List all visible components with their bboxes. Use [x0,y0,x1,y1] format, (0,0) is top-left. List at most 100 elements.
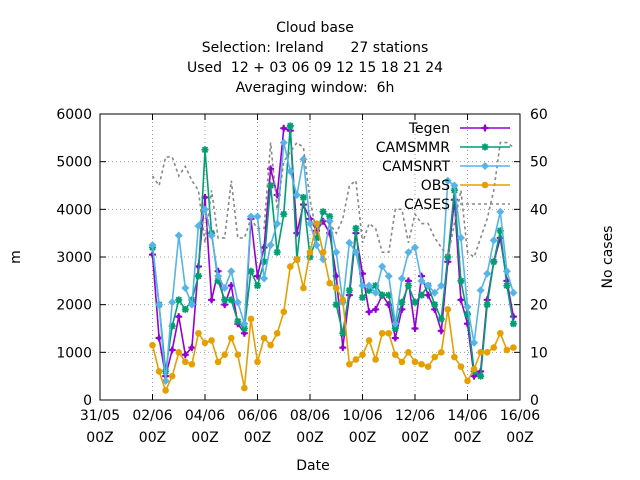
point-obs [254,358,261,366]
point-camsnrt [351,248,360,257]
point-camsmmr [391,325,399,332]
point-camsmmr [214,277,222,285]
point-camsnrt [260,274,269,283]
point-camsmmr [437,315,445,323]
point-obs [431,353,438,361]
x-tick-label-hour: 00Z [191,430,218,446]
point-camsnrt [220,283,229,292]
point-camsmmr [352,224,360,232]
x-tick-label-date: 08/06 [290,408,330,424]
point-camsnrt [424,281,433,290]
point-camsnrt [207,231,216,240]
point-obs [464,377,471,385]
legend: Tegen CAMSMMR CAMSNRT OBS CASES [376,121,510,213]
point-obs [155,368,163,375]
series-line-camsmmr [151,125,515,378]
point-camsnrt [489,236,498,245]
point-obs [195,329,202,337]
point-obs [444,306,452,313]
point-obs [411,358,419,366]
point-camsnrt [371,288,380,297]
x-tick-label-date: 06/06 [237,408,277,424]
point-camsnrt [456,233,465,242]
point-obs [300,284,307,292]
point-camsnrt [378,262,387,271]
point-camsmmr [227,296,235,304]
point-obs [287,263,294,270]
point-camsnrt [437,281,446,290]
point-camsnrt [470,338,479,347]
point-camsmmr [326,212,334,220]
point-camsmmr [483,301,491,309]
y-tick-label: 1000 [56,345,92,361]
point-camsmmr [477,372,485,380]
point-camsnrt [201,205,209,214]
x-tick-label-hour: 00Z [244,430,271,446]
point-camsnrt [443,176,452,185]
y2-tick-label: 50 [530,155,548,171]
point-camsnrt [384,272,393,281]
point-obs [385,329,393,337]
point-obs [221,351,228,359]
point-obs [346,360,353,368]
y2-tick-label: 10 [530,345,548,361]
point-camsmmr [418,291,426,299]
point-obs [510,344,517,351]
point-camsmmr [306,253,314,261]
point-camsmmr [286,122,294,130]
point-obs [208,337,215,344]
x-tick-label-date: 31/05 [80,408,120,424]
point-camsmmr [490,258,498,266]
point-obs [267,341,274,349]
point-camsnrt [463,303,472,312]
point-obs [503,346,511,354]
point-camsnrt [273,219,282,228]
y-axis-label: m [8,250,24,264]
point-camsnrt [358,281,367,290]
point-camsmmr [509,320,517,328]
point-camsnrt [312,241,321,250]
x-tick-label-hour: 00Z [296,430,323,446]
series-cases [151,141,514,260]
point-camsnrt [483,269,492,278]
point-camsmmr [398,298,406,306]
point-camsmmr [431,301,439,309]
point-camsnrt [227,267,236,276]
point-obs [418,360,425,368]
point-camsmmr [365,286,373,294]
point-camsmmr [339,329,347,337]
point-camsmmr [175,296,183,304]
point-camsmmr [254,282,261,290]
y2-tick-label: 40 [530,202,548,218]
point-camsnrt [450,181,459,190]
point-camsnrt [253,212,262,221]
point-camsmmr [332,301,340,309]
point-camsnrt [496,207,505,216]
point-camsmmr [221,296,229,304]
point-camsnrt [214,272,223,281]
x-tick-label-hour: 00Z [454,430,481,446]
title-line: Selection: Ireland 27 stations [202,40,429,56]
point-camsnrt [365,281,374,290]
series-line-cases [151,141,514,260]
point-camsmmr [194,272,202,280]
point-camsmmr [444,253,452,261]
point-obs [398,358,406,366]
point-obs [227,334,235,342]
point-obs [162,387,169,394]
point-camsmmr [247,267,255,275]
point-camsmmr [267,182,275,189]
y2-tick-label: 0 [530,393,539,409]
point-obs [273,329,281,337]
point-obs [497,329,504,337]
x-tick-label-hour: 00Z [506,430,533,446]
point-camsnrt [148,241,157,250]
legend-label: Tegen [408,121,450,137]
point-camsnrt [155,300,164,309]
point-obs [247,315,255,323]
point-camsmmr [313,234,321,242]
axes: 0 1000 2000 3000 4000 5000 6000 0 10 20 30 40 50 60 31… [56,107,547,446]
y-tick-label: 5000 [56,155,92,171]
point-camsnrt [430,288,439,297]
